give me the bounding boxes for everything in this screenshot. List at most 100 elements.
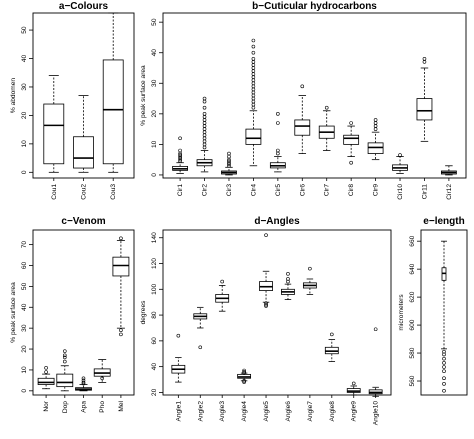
- outlier-point: [251, 44, 256, 49]
- x-tick-label: Dop: [62, 401, 69, 413]
- y-tick-label: 80: [151, 311, 158, 319]
- x-tick-label: Cir11: [421, 184, 428, 200]
- box-Cir10: Cir10: [392, 153, 408, 200]
- outlier-point: [349, 160, 353, 165]
- outlier-point: [251, 75, 256, 79]
- box-Angle5: Angle5: [259, 233, 273, 422]
- box-Nor: Nor: [37, 366, 55, 412]
- box-Cir7: Cir7: [318, 105, 335, 196]
- iqr-box: [343, 134, 360, 145]
- x-tick-label: Angle9: [351, 401, 358, 422]
- outlier-point: [251, 60, 256, 64]
- y-tick-label: 30: [151, 79, 158, 87]
- y-tick-label: 40: [151, 49, 158, 57]
- box-Cir9: Cir9: [367, 118, 384, 196]
- outlier-point: [422, 57, 427, 61]
- y-tick-label: 10: [21, 366, 28, 374]
- box-Cir1: Cir1: [172, 136, 189, 196]
- x-tick-label: Angle7: [307, 401, 314, 422]
- y-tick-label: 40: [151, 363, 158, 371]
- outlier-point: [242, 368, 246, 373]
- iqr-box: [37, 377, 55, 385]
- y-axis-label: % abdomen: [10, 78, 17, 114]
- outlier-point: [251, 93, 256, 98]
- box-Cir4: Cir4: [245, 38, 262, 196]
- x-tick-label: Angle8: [329, 401, 336, 422]
- outlier-point: [442, 365, 446, 369]
- y-tick-label: 20: [151, 110, 158, 118]
- outlier-point: [251, 63, 256, 67]
- iqr-box: [73, 136, 94, 169]
- outlier-point: [251, 99, 256, 104]
- box-Cir6: Cir6: [294, 84, 311, 196]
- box-Cou3: Cou3: [102, 12, 124, 200]
- outlier-point: [100, 376, 105, 381]
- y-tick-label: 560: [409, 375, 416, 386]
- x-tick-label: Angle3: [219, 401, 226, 422]
- outlier-point: [202, 99, 207, 104]
- y-tick-label: 40: [21, 303, 28, 311]
- iqr-box: [245, 128, 262, 145]
- panel-venom: c−Venom 0 10 20 30 40 50 60 70 % peak surface are…: [10, 216, 135, 413]
- outlier-point: [264, 233, 268, 237]
- outlier-point: [62, 349, 67, 353]
- outlier-point: [202, 133, 207, 138]
- box-Cir5: Cir5: [269, 112, 286, 196]
- y-tick-label: 60: [21, 262, 28, 270]
- outlier-point: [202, 112, 207, 116]
- y-tick-label: 50: [151, 18, 158, 26]
- y-tick-label: 70: [21, 241, 28, 249]
- box-Angle10: Angle10: [368, 327, 383, 425]
- y-tick-label: 10: [21, 140, 28, 148]
- outlier-point: [264, 304, 268, 308]
- outlier-point: [198, 345, 203, 350]
- outlier-point: [442, 382, 446, 386]
- y-tick-label: 0: [21, 389, 28, 393]
- box-Angle2: Angle2: [193, 306, 208, 422]
- outlier-point: [351, 381, 356, 386]
- box-Angle3: Angle3: [215, 279, 230, 422]
- panel-title: c−Venom: [61, 216, 105, 227]
- iqr-box: [294, 119, 311, 136]
- outlier-point: [264, 301, 268, 306]
- y-tick-label: 620: [409, 291, 416, 302]
- outlier-point: [202, 130, 207, 134]
- y-tick-label: 600: [409, 319, 416, 330]
- y-axis-label: % peak surface area: [140, 65, 147, 126]
- x-tick-label: Cir8: [348, 184, 355, 196]
- box-Cir3: Cir3: [221, 151, 237, 196]
- outlier-point: [251, 50, 256, 55]
- outlier-point: [300, 84, 305, 89]
- outlier-point: [264, 302, 268, 307]
- x-tick-label: Cou3: [110, 184, 117, 200]
- x-tick-label: Angle1: [175, 401, 182, 422]
- panel-cuticular-hydrocarbons: b−Cuticular hydrocarbons 0 10 20 30 40 50 % pea…: [140, 1, 467, 200]
- outlier-point: [373, 118, 378, 122]
- x-tick-label: Cir6: [299, 184, 306, 196]
- y-tick-label: 100: [151, 283, 158, 294]
- outlier-point: [119, 236, 123, 241]
- outlier-point: [242, 380, 246, 384]
- outlier-point: [251, 87, 256, 92]
- x-tick-label: Cou1: [51, 184, 58, 200]
- outlier-point: [442, 356, 446, 361]
- x-tick-label: Angle6: [285, 401, 292, 422]
- outlier-point: [286, 272, 290, 276]
- outlier-point: [442, 361, 446, 365]
- y-tick-label: 50: [21, 282, 28, 290]
- panel-title: a−Colours: [59, 1, 109, 12]
- plot-frame: [420, 229, 468, 396]
- box-Pho: Pho: [93, 359, 111, 413]
- x-tick-label: Cir3: [226, 184, 233, 196]
- outlier-point: [62, 359, 67, 364]
- outlier-point: [202, 142, 207, 147]
- outlier-point: [81, 380, 86, 385]
- plot-frame: [162, 12, 467, 179]
- outlier-point: [227, 154, 231, 159]
- outlier-point: [202, 127, 207, 131]
- outlier-point: [330, 332, 334, 337]
- outlier-point: [276, 121, 280, 125]
- outlier-point: [276, 112, 280, 116]
- box-Angle9: Angle9: [346, 381, 361, 422]
- outlier-point: [202, 139, 207, 144]
